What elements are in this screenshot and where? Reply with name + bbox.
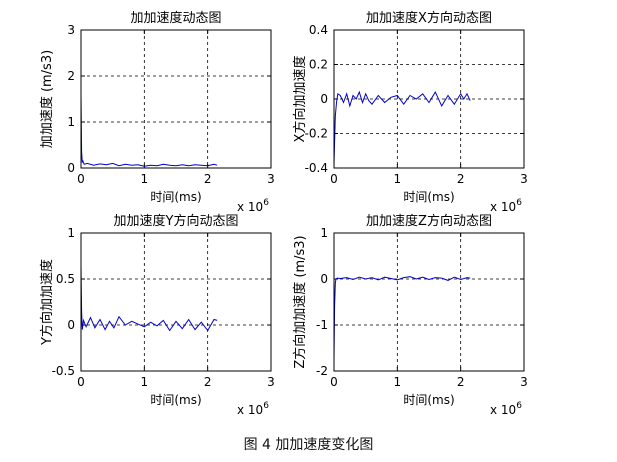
y-tick-label: 0	[320, 272, 328, 286]
y-tick-label: 0.5	[56, 272, 75, 286]
x-multiplier-base: x 10	[490, 403, 516, 417]
y-axis-label: X方向加加速度	[292, 56, 308, 143]
x-tick-label: 2	[204, 172, 212, 186]
plot-area	[81, 233, 271, 371]
chart-title: 加加速度动态图	[130, 10, 221, 26]
y-tick-label: 0	[67, 161, 75, 175]
x-axis-label: 时间(ms)	[150, 393, 201, 407]
plot-frame	[80, 232, 272, 372]
x-tick-label: 1	[394, 375, 402, 389]
x-tick-label: 3	[520, 172, 528, 186]
x-axis-label: 时间(ms)	[403, 190, 454, 204]
y-tick-label: -0.2	[305, 127, 328, 141]
y-tick-label: 0	[320, 92, 328, 106]
y-tick-label: 0.4	[309, 23, 328, 37]
series-line-1	[80, 265, 218, 332]
y-axis-label: Z方向加加速度 (m/s3)	[292, 235, 308, 368]
x-multiplier-base: x 10	[237, 200, 263, 214]
y-tick-label: 1	[67, 226, 75, 240]
plot-area	[334, 233, 524, 371]
x-tick-label: 1	[141, 172, 149, 186]
x-tick-label: 0	[330, 375, 338, 389]
x-tick-label: 3	[267, 172, 275, 186]
y-tick-label: 1	[67, 115, 75, 129]
x-tick-label: 3	[520, 375, 528, 389]
x-multiplier-exponent: 6	[263, 401, 269, 411]
x-tick-label: 0	[77, 172, 85, 186]
x-axis-label: 时间(ms)	[150, 190, 201, 204]
x-multiplier-base: x 10	[237, 403, 263, 417]
y-tick-label: -1	[316, 318, 328, 332]
x-multiplier: x 106	[237, 401, 269, 417]
x-multiplier: x 106	[490, 198, 522, 214]
figure-caption: 图 4 加加速度变化图	[243, 437, 374, 453]
y-tick-label: -0.5	[52, 364, 75, 378]
plot-area	[334, 30, 524, 168]
x-multiplier-exponent: 6	[263, 198, 269, 208]
x-multiplier-exponent: 6	[516, 198, 522, 208]
series-line-1	[333, 276, 471, 360]
plot-frame	[80, 29, 272, 169]
series-line-1	[333, 90, 471, 165]
x-tick-label: 0	[77, 375, 85, 389]
y-tick-label: 0.2	[309, 58, 328, 72]
x-tick-label: 2	[457, 172, 465, 186]
y-tick-label: 2	[67, 69, 75, 83]
x-axis-label: 时间(ms)	[403, 393, 454, 407]
y-tick-label: -2	[316, 364, 328, 378]
x-tick-label: 0	[330, 172, 338, 186]
x-tick-label: 1	[141, 375, 149, 389]
x-multiplier-base: x 10	[490, 200, 516, 214]
plot-frame	[333, 29, 525, 169]
x-tick-label: 2	[457, 375, 465, 389]
x-multiplier-exponent: 6	[516, 401, 522, 411]
y-tick-label: -0.4	[305, 161, 328, 175]
y-tick-label: 1	[320, 226, 328, 240]
x-multiplier: x 106	[490, 401, 522, 417]
y-tick-label: 0	[67, 318, 75, 332]
y-tick-label: 3	[67, 23, 75, 37]
plot-area	[81, 30, 271, 168]
y-axis-label: 加加速度 (m/s3)	[39, 50, 55, 148]
x-tick-label: 1	[394, 172, 402, 186]
x-tick-label: 2	[204, 375, 212, 389]
chart-title: 加加速度Y方向动态图	[114, 213, 239, 229]
y-axis-label: Y方向加加速度	[39, 259, 55, 346]
series-line-1	[80, 94, 218, 167]
x-tick-label: 3	[267, 375, 275, 389]
plot-frame	[333, 232, 525, 372]
chart-title: 加加速度Z方向动态图	[366, 213, 492, 229]
x-multiplier: x 106	[237, 198, 269, 214]
chart-title: 加加速度X方向动态图	[366, 10, 492, 26]
